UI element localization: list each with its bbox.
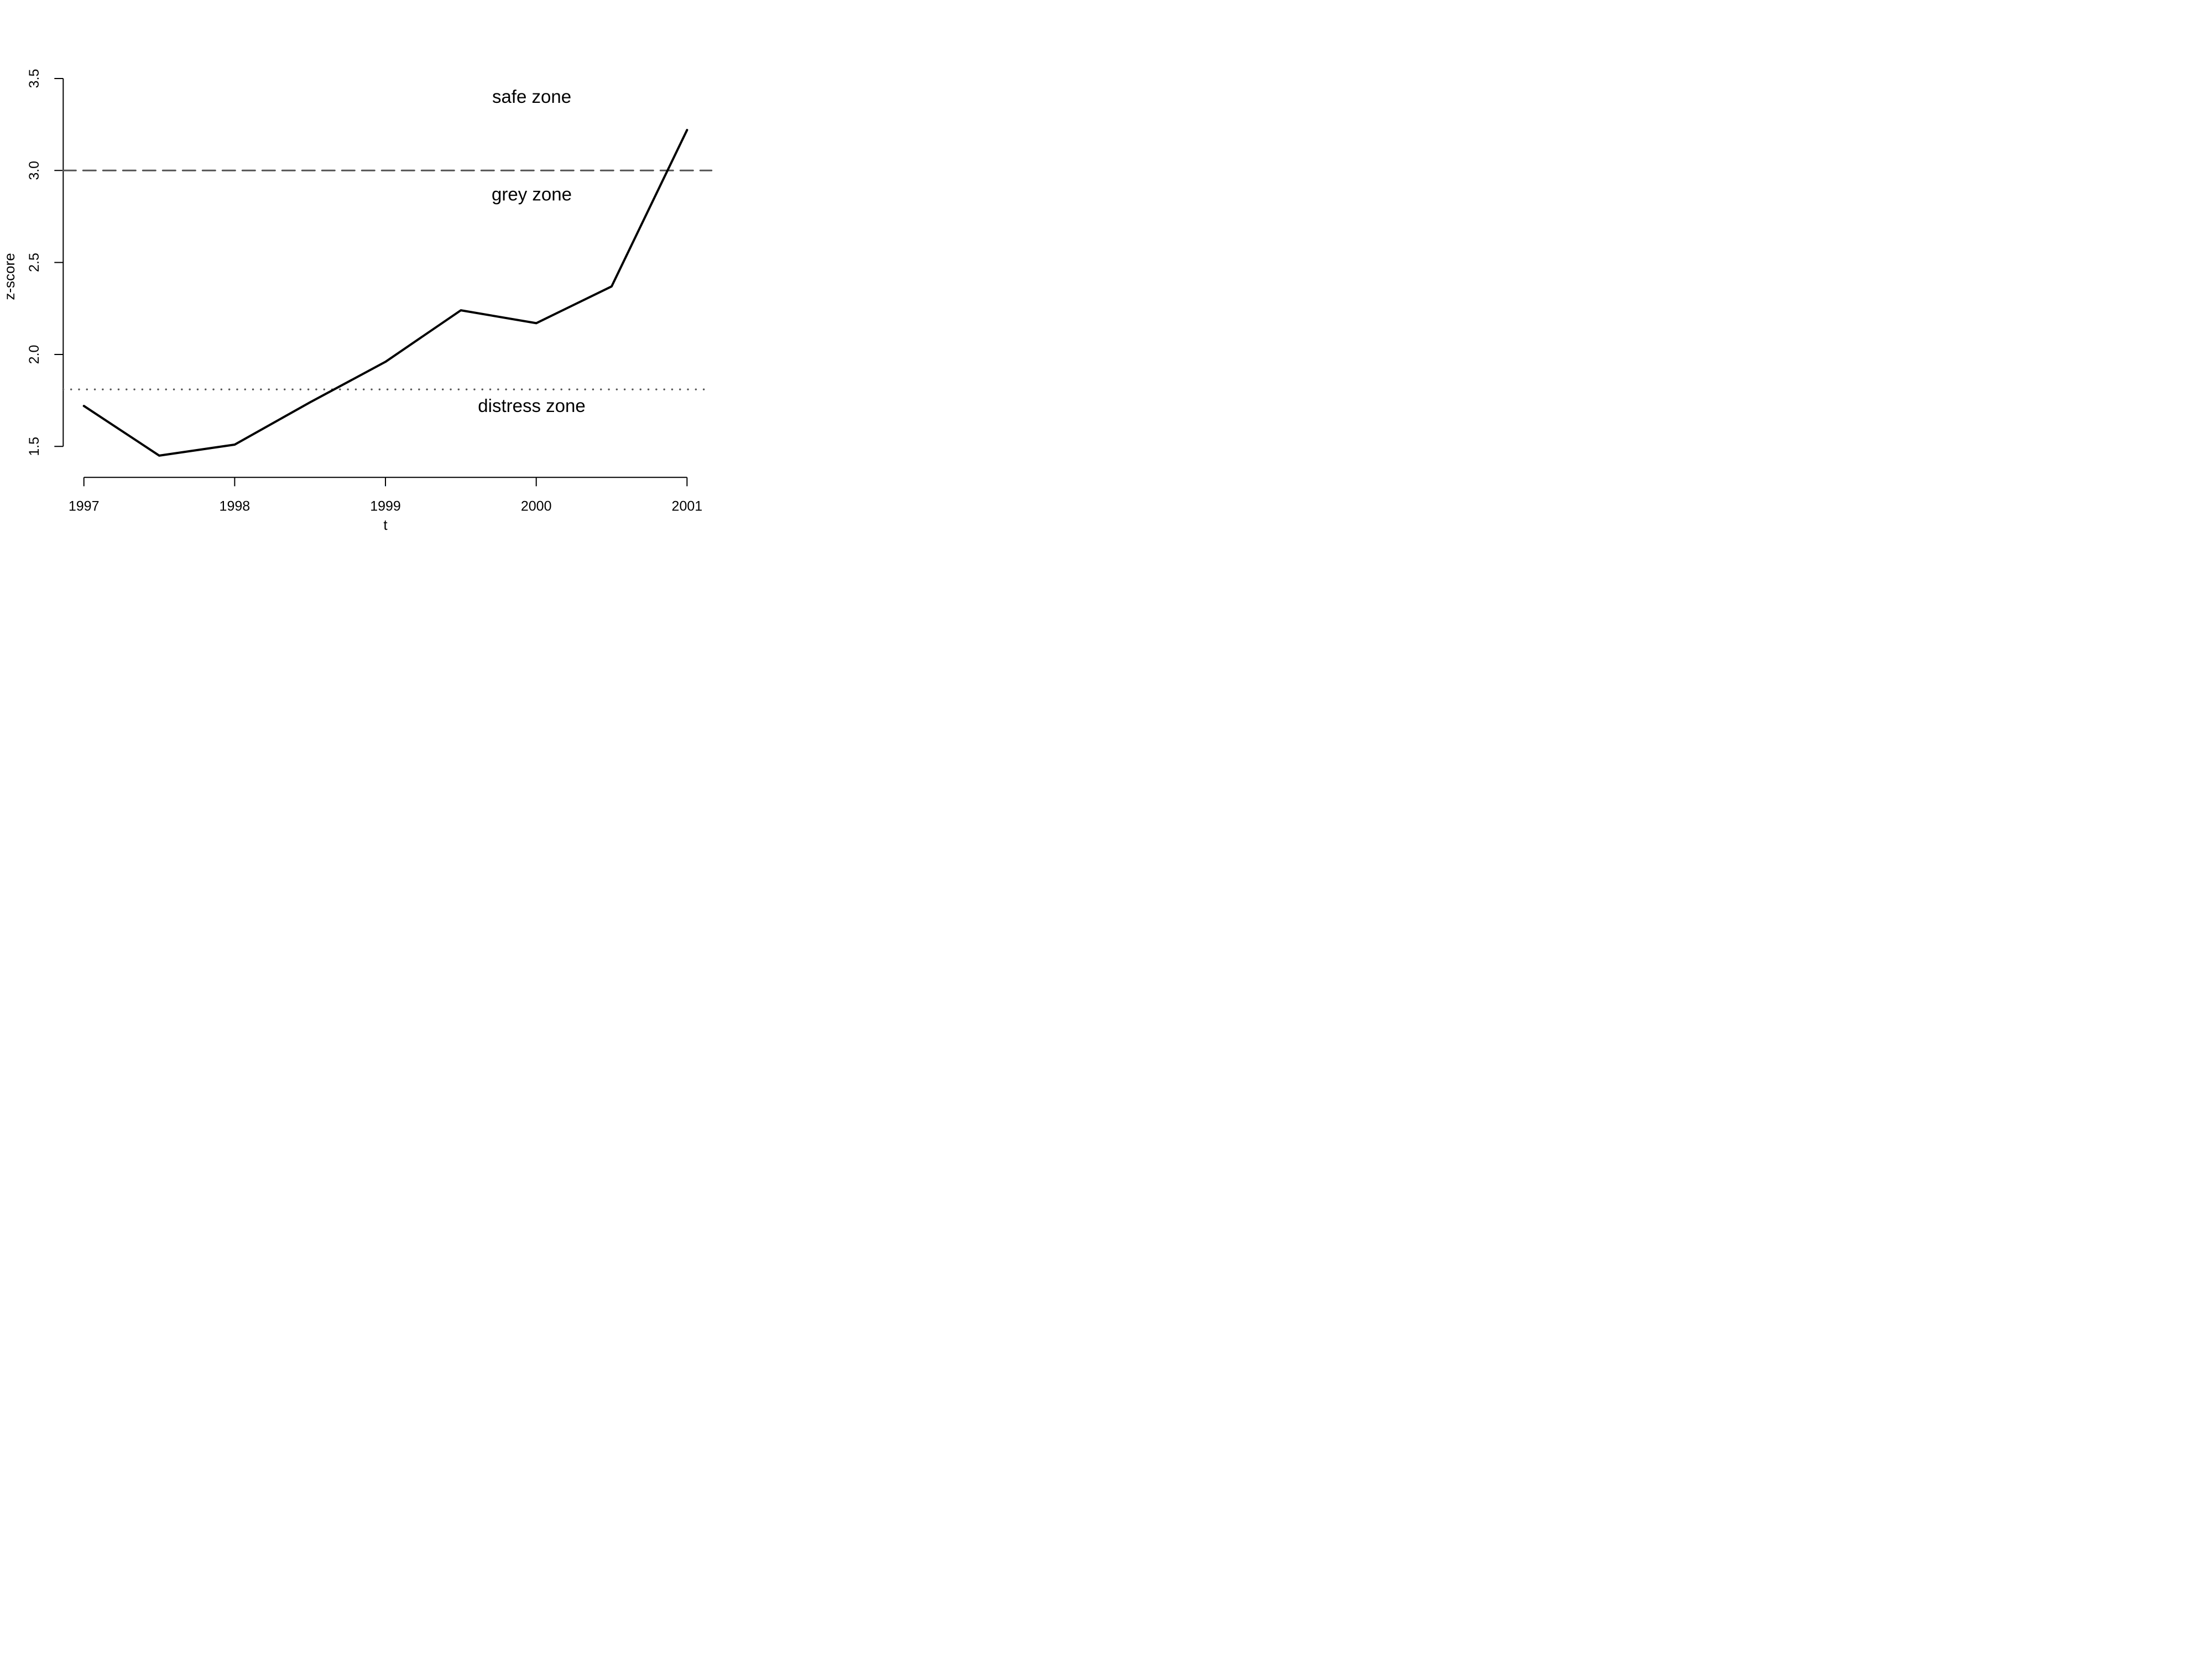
y-axis: 1.5 2.0 2.5 3.0 3.5 (27, 69, 64, 456)
zone-label-grey: grey zone (492, 184, 572, 205)
y-tick-label: 2.5 (27, 253, 42, 272)
y-tick-label: 2.0 (27, 345, 42, 364)
x-axis-title: t (383, 517, 388, 533)
y-tick-label: 3.5 (27, 69, 42, 88)
zscore-line-chart: 1.5 2.0 2.5 3.0 3.5 1997 1998 1999 2000 2001 t z… (1, 69, 713, 533)
plot-container: 1.5 2.0 2.5 3.0 3.5 1997 1998 1999 2000 2001 t z… (0, 0, 737, 553)
zscore-series-line (82, 129, 688, 457)
x-tick-label: 1998 (220, 498, 251, 514)
zone-label-safe: safe zone (492, 86, 571, 107)
x-tick-label: 1997 (69, 498, 100, 514)
x-tick-label: 2000 (521, 498, 552, 514)
y-tick-label: 3.0 (27, 161, 42, 180)
zone-label-distress: distress zone (478, 395, 585, 416)
y-axis-title: z-score (1, 253, 18, 300)
x-tick-label: 1999 (370, 498, 401, 514)
x-tick-label: 2001 (672, 498, 703, 514)
threshold-lines (62, 169, 713, 390)
x-axis: 1997 1998 1999 2000 2001 (69, 477, 702, 514)
y-tick-label: 1.5 (27, 437, 42, 456)
